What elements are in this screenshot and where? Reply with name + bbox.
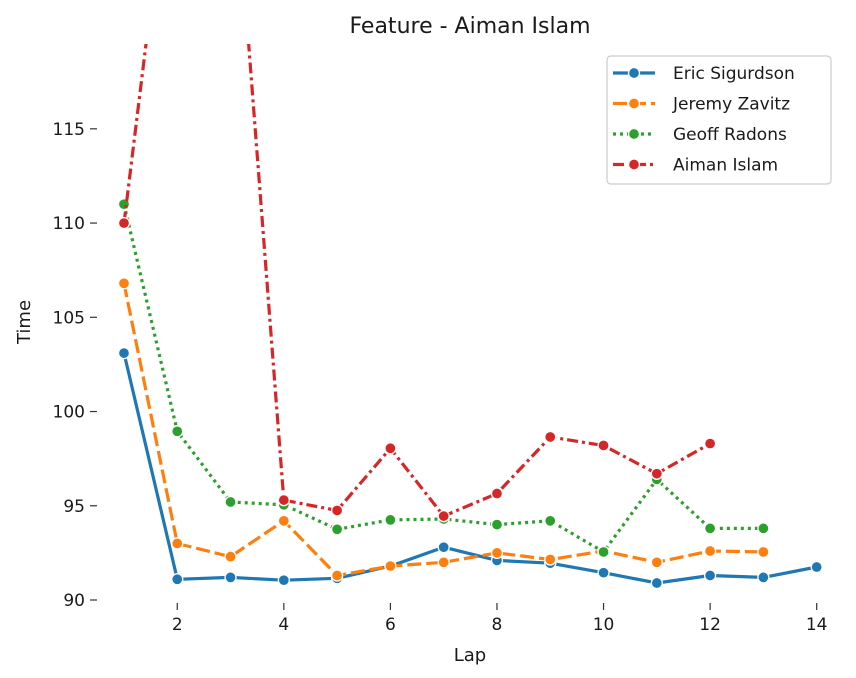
data-point bbox=[757, 522, 770, 535]
data-point bbox=[490, 518, 504, 531]
data-point bbox=[224, 550, 237, 563]
data-point bbox=[171, 573, 184, 586]
data-point bbox=[224, 571, 237, 584]
x-tick-label: 2 bbox=[172, 615, 183, 635]
chart-title: Feature - Aiman Islam bbox=[349, 14, 590, 39]
data-point bbox=[597, 545, 610, 559]
data-point bbox=[490, 487, 504, 500]
y-axis: 90 95 100 105 110 115 bbox=[53, 120, 97, 611]
data-point bbox=[330, 504, 344, 517]
data-point bbox=[330, 523, 344, 536]
series-line bbox=[122, 44, 711, 518]
data-point bbox=[117, 277, 131, 290]
series-jeremy-zavitz bbox=[117, 277, 770, 582]
x-tick-label: 6 bbox=[385, 615, 396, 635]
y-tick-label: 90 bbox=[63, 591, 85, 611]
series-line bbox=[122, 352, 818, 585]
x-axis: 2 4 6 8 10 12 14 bbox=[172, 603, 828, 635]
data-point bbox=[757, 571, 770, 584]
data-point bbox=[703, 544, 717, 558]
x-tick-label: 4 bbox=[278, 615, 289, 635]
data-point bbox=[224, 495, 237, 509]
data-point bbox=[171, 537, 184, 550]
series-geoff-radons bbox=[117, 198, 770, 559]
legend-label: Jeremy Zavitz bbox=[672, 95, 790, 115]
plot-area bbox=[117, 44, 823, 590]
data-point bbox=[437, 509, 450, 523]
data-point bbox=[277, 574, 290, 587]
data-point bbox=[117, 346, 131, 360]
data-point bbox=[650, 556, 663, 569]
data-point bbox=[384, 559, 397, 573]
legend: Eric Sigurdson Jeremy Zavitz Geoff Radons A… bbox=[606, 55, 832, 185]
x-tick-label: 14 bbox=[806, 615, 828, 635]
data-point bbox=[437, 556, 450, 569]
legend-swatch-marker bbox=[627, 158, 641, 171]
series-line bbox=[122, 283, 764, 578]
data-point bbox=[384, 442, 397, 455]
data-point bbox=[650, 467, 663, 480]
data-point bbox=[437, 541, 450, 554]
data-point bbox=[171, 425, 184, 438]
data-point bbox=[703, 437, 717, 450]
legend-label: Aiman Islam bbox=[673, 156, 778, 176]
legend-swatch-marker bbox=[627, 97, 641, 110]
x-tick-label: 8 bbox=[492, 615, 503, 635]
y-tick-label: 95 bbox=[63, 497, 85, 517]
data-point bbox=[597, 439, 610, 452]
data-point bbox=[490, 546, 504, 560]
data-point bbox=[544, 430, 557, 444]
data-point bbox=[277, 514, 290, 527]
x-tick-label: 10 bbox=[593, 615, 615, 635]
data-point bbox=[757, 545, 770, 559]
series-aiman-islam bbox=[117, 44, 717, 523]
y-tick-label: 115 bbox=[53, 120, 85, 140]
data-point bbox=[330, 569, 344, 582]
legend-frame bbox=[606, 55, 832, 185]
data-point bbox=[117, 216, 131, 230]
data-point bbox=[810, 560, 823, 574]
data-point bbox=[277, 493, 290, 507]
data-point bbox=[544, 553, 557, 566]
data-point bbox=[703, 569, 717, 582]
data-point bbox=[597, 566, 610, 579]
legend-label: Eric Sigurdson bbox=[673, 64, 795, 84]
x-axis-label: Lap bbox=[454, 645, 486, 666]
legend-swatch-marker bbox=[627, 127, 641, 141]
series-line bbox=[122, 203, 764, 554]
data-point bbox=[544, 514, 557, 527]
data-point bbox=[384, 513, 397, 527]
data-point bbox=[650, 576, 663, 590]
legend-label: Geoff Radons bbox=[673, 125, 787, 145]
y-axis-label: Time bbox=[14, 300, 35, 345]
x-tick-label: 12 bbox=[699, 615, 721, 635]
y-tick-label: 110 bbox=[53, 214, 85, 234]
y-tick-label: 100 bbox=[53, 403, 85, 423]
legend-swatch-marker bbox=[627, 66, 641, 80]
y-tick-label: 105 bbox=[53, 308, 85, 328]
data-point bbox=[703, 522, 717, 535]
